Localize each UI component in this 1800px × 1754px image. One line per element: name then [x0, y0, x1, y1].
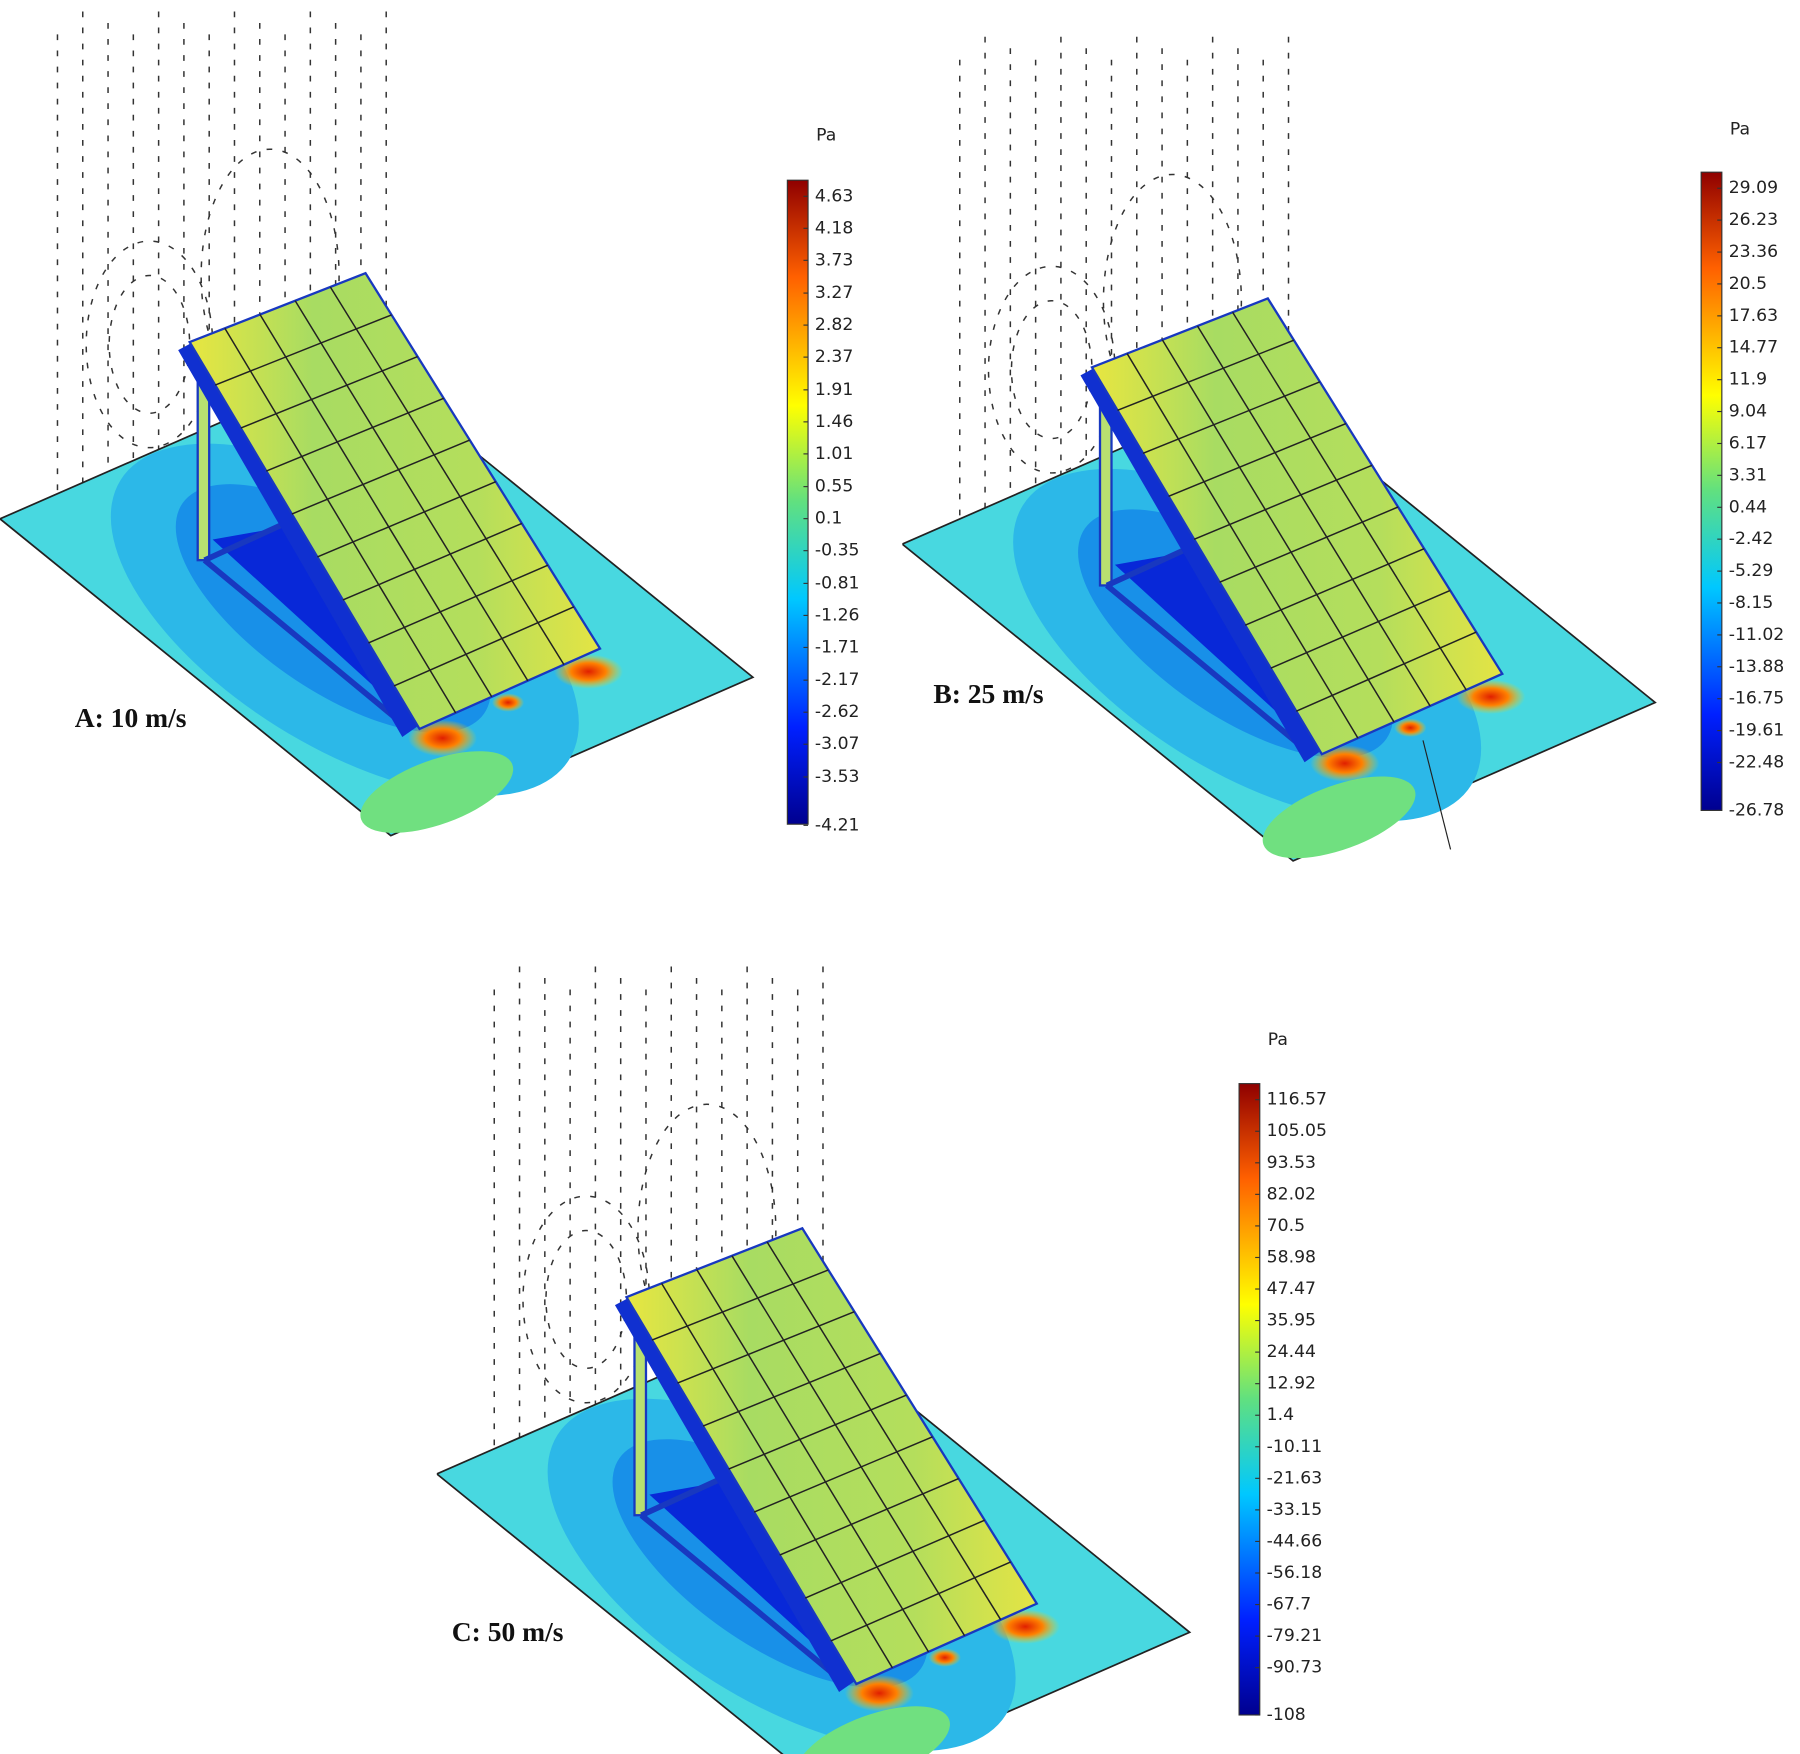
colorbar-tick-label: 0.44 — [1729, 497, 1767, 517]
colorbar-tick-label: 116.57 — [1267, 1090, 1327, 1110]
panel-label: A: 10 m/s — [75, 702, 187, 733]
colorbar-tick-label: -2.42 — [1729, 529, 1774, 549]
colorbar-tick-label: -56.18 — [1267, 1563, 1323, 1583]
colorbar-tick-label: 0.55 — [815, 477, 853, 497]
colorbar-tick-label: -3.07 — [815, 734, 860, 754]
colorbar-tick-label: -3.53 — [815, 767, 860, 787]
colorbar-tick-label: 82.02 — [1267, 1184, 1316, 1204]
pointer-line — [1422, 740, 1452, 850]
colorbar — [786, 179, 809, 825]
colorbar-tick-label: 1.46 — [815, 412, 853, 432]
panel-label: B: 25 m/s — [933, 678, 1044, 709]
colorbar-tick-label: -8.15 — [1729, 593, 1774, 613]
colorbar-tick-label: 70.5 — [1267, 1216, 1305, 1236]
colorbar-tick-label: 24.44 — [1267, 1342, 1316, 1362]
colorbar-tick-label: -10.11 — [1267, 1437, 1323, 1457]
colorbar-tick-label: 14.77 — [1729, 338, 1778, 358]
colorbar-tick-label: 1.91 — [815, 380, 853, 400]
colorbar-unit: Pa — [816, 125, 836, 145]
colorbar-tick-label: 3.27 — [815, 283, 853, 303]
colorbar-tick-label: 20.5 — [1729, 274, 1767, 294]
colorbar-tick-label: 47.47 — [1267, 1279, 1316, 1299]
colorbar-tick-label: -67.7 — [1267, 1595, 1312, 1615]
colorbar-tick-label: -5.29 — [1729, 561, 1774, 581]
colorbar-tick-label: 29.09 — [1729, 178, 1778, 198]
colorbar-tick-label: -0.35 — [815, 541, 860, 561]
colorbar-tick-label: -16.75 — [1729, 689, 1785, 709]
scene-b — [902, 37, 1655, 892]
colorbar-tick-label: 1.4 — [1267, 1405, 1294, 1425]
colorbar-tick-label: -33.15 — [1267, 1500, 1323, 1520]
colorbar-tick-label: 4.63 — [815, 186, 853, 206]
colorbar-tick-label: 1.01 — [815, 444, 853, 464]
colorbar-tick-label: -13.88 — [1729, 657, 1785, 677]
colorbar-tick-label: 35.95 — [1267, 1311, 1316, 1331]
colorbar-tick-label: 26.23 — [1729, 210, 1778, 230]
colorbar-tick-label: -44.66 — [1267, 1531, 1323, 1551]
colorbar-tick-label: -0.81 — [815, 573, 860, 593]
colorbar — [1238, 1083, 1261, 1716]
colorbar-tick-label: -2.17 — [815, 670, 860, 690]
colorbar-tick-label: 23.36 — [1729, 242, 1778, 262]
colorbar-tick-label: -26.78 — [1729, 800, 1785, 820]
colorbar-tick-label: 11.9 — [1729, 370, 1767, 390]
colorbar-tick-label: 3.31 — [1729, 465, 1767, 485]
colorbar-tick-label: -79.21 — [1267, 1626, 1323, 1646]
colorbar-tick-label: 105.05 — [1267, 1121, 1327, 1141]
colorbar-tick-label: 4.18 — [815, 218, 853, 238]
colorbar-unit: Pa — [1268, 1030, 1288, 1050]
colorbar-tick-label: 2.37 — [815, 347, 853, 367]
colorbar-tick-label: -90.73 — [1267, 1658, 1323, 1678]
colorbar-tick-label: 2.82 — [815, 315, 853, 335]
colorbar-tick-label: 3.73 — [815, 250, 853, 270]
colorbar-tick-label: -108 — [1267, 1705, 1306, 1725]
colorbar-tick-label: -4.21 — [815, 815, 860, 835]
colorbar-tick-label: 12.92 — [1267, 1374, 1316, 1394]
colorbar-tick-label: -1.26 — [815, 605, 860, 625]
colorbar-tick-label: -2.62 — [815, 702, 860, 722]
scene-a — [0, 11, 753, 866]
colorbar-tick-label: 93.53 — [1267, 1153, 1316, 1173]
colorbar-tick-label: 17.63 — [1729, 306, 1778, 326]
colorbar-tick-label: -1.71 — [815, 637, 860, 657]
colorbar-tick-label: -11.02 — [1729, 625, 1785, 645]
panel-label: C: 50 m/s — [452, 1616, 564, 1647]
colorbar-tick-label: 6.17 — [1729, 433, 1767, 453]
colorbar — [1700, 171, 1723, 811]
colorbar-tick-label: -22.48 — [1729, 753, 1785, 773]
colorbar-tick-label: -19.61 — [1729, 721, 1785, 741]
colorbar-tick-label: 58.98 — [1267, 1247, 1316, 1267]
colorbar-unit: Pa — [1730, 120, 1750, 140]
colorbar-tick-label: 0.1 — [815, 509, 842, 529]
colorbar-tick-label: -21.63 — [1267, 1468, 1323, 1488]
colorbar-tick-label: 9.04 — [1729, 402, 1767, 422]
